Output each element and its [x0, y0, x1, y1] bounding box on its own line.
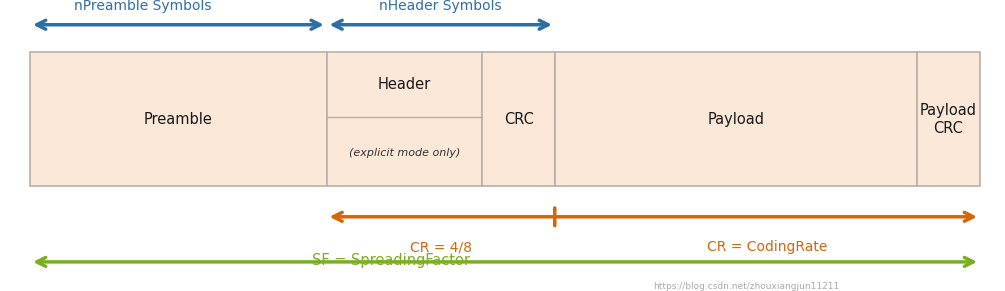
Bar: [30, 52, 327, 186]
Text: Preamble: Preamble: [144, 112, 213, 127]
Text: nHeader Symbols: nHeader Symbols: [379, 0, 502, 13]
Text: CR = 4/8: CR = 4/8: [410, 240, 471, 254]
Text: Header: Header: [378, 77, 431, 92]
Bar: [482, 52, 555, 186]
Bar: [555, 52, 917, 186]
Text: https://blog.csdn.net/zhouxiangjun11211: https://blog.csdn.net/zhouxiangjun11211: [653, 282, 839, 291]
Text: Payload
CRC: Payload CRC: [920, 103, 977, 136]
Text: SF = SpreadingFactor: SF = SpreadingFactor: [312, 253, 470, 268]
Text: (explicit mode only): (explicit mode only): [349, 148, 460, 158]
Text: nPreamble Symbols: nPreamble Symbols: [74, 0, 212, 13]
Bar: [917, 52, 980, 186]
Text: Payload: Payload: [708, 112, 764, 127]
Text: CR = CodingRate: CR = CodingRate: [708, 240, 827, 254]
Bar: [327, 52, 482, 186]
Text: CRC: CRC: [504, 112, 534, 127]
